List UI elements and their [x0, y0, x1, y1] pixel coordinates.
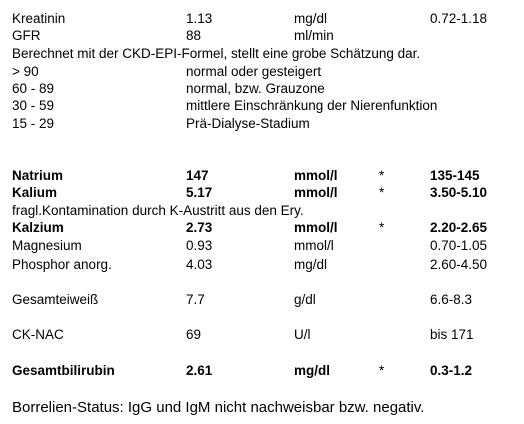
stage-range: 15 - 29 — [12, 116, 55, 131]
result-row-gesamteiweiss: Gesamteiweiß 7.7 g/dl 6.6-8.3 — [0, 291, 524, 309]
reference-range: 2.20-2.65 — [430, 220, 488, 235]
stage-text: mittlere Einschränkung der Nierenfunktio… — [186, 98, 438, 113]
abnormal-flag: * — [379, 168, 385, 183]
test-unit: U/l — [294, 327, 311, 342]
test-value: 1.13 — [186, 11, 213, 26]
gfr-stage-row: 30 - 59 mittlere Einschränkung der Niere… — [0, 97, 524, 115]
stage-text: normal, bzw. Grauzone — [186, 81, 325, 96]
test-name: Kalzium — [12, 220, 64, 235]
result-row-cknac: CK-NAC 69 U/l bis 171 — [0, 326, 524, 344]
test-name: Natrium — [12, 168, 64, 183]
reference-range: 2.60-4.50 — [430, 257, 488, 272]
gfr-note: Berechnet mit der CKD-EPI-Formel, stellt… — [12, 46, 421, 61]
abnormal-flag: * — [379, 185, 385, 200]
test-unit: mmol/l — [294, 220, 338, 235]
reference-range: 0.72-1.18 — [430, 11, 488, 26]
stage-range: 30 - 59 — [12, 98, 55, 113]
test-unit: mmol/l — [294, 238, 334, 253]
result-row-gfr: GFR 88 ml/min — [0, 27, 524, 45]
test-value: 69 — [186, 327, 202, 342]
reference-range: 0.70-1.05 — [430, 238, 488, 253]
reference-range: 0.3-1.2 — [430, 363, 473, 378]
borrelien-status: Borrelien-Status: IgG und IgM nicht nach… — [12, 399, 425, 416]
test-name: Gesamtbilirubin — [12, 363, 115, 378]
test-name: GFR — [12, 28, 41, 43]
result-row-gesamtbilirubin: Gesamtbilirubin 2.61 mg/dl * 0.3-1.2 — [0, 362, 524, 380]
reference-range: 6.6-8.3 — [430, 292, 473, 307]
gfr-stage-row: 60 - 89 normal, bzw. Grauzone — [0, 80, 524, 98]
result-row-kalium: Kalium 5.17 mmol/l * 3.50-5.10 — [0, 184, 524, 202]
test-name: Gesamteiweiß — [12, 292, 99, 307]
reference-range: bis 171 — [430, 327, 474, 342]
stage-text: normal oder gesteigert — [186, 64, 322, 79]
test-name: Kreatinin — [12, 11, 66, 26]
test-unit: ml/min — [294, 28, 334, 43]
gfr-stage-row: 15 - 29 Prä-Dialyse-Stadium — [0, 115, 524, 133]
result-row-phosphor: Phosphor anorg. 4.03 mg/dl 2.60-4.50 — [0, 256, 524, 274]
test-value: 5.17 — [186, 185, 213, 200]
gfr-stage-row: > 90 normal oder gesteigert — [0, 63, 524, 81]
test-name: CK-NAC — [12, 327, 64, 342]
result-row-kreatinin: Kreatinin 1.13 mg/dl 0.72-1.18 — [0, 10, 524, 28]
kalium-note: fragl.Kontamination durch K-Austritt aus… — [12, 203, 304, 218]
stage-text: Prä-Dialyse-Stadium — [186, 116, 310, 131]
stage-range: 60 - 89 — [12, 81, 55, 96]
test-unit: mg/dl — [294, 363, 330, 378]
test-value: 147 — [186, 168, 209, 183]
result-row-kalzium: Kalzium 2.73 mmol/l * 2.20-2.65 — [0, 219, 524, 237]
test-value: 88 — [186, 28, 202, 43]
test-unit: mg/dl — [294, 11, 328, 26]
reference-range: 135-145 — [430, 168, 480, 183]
test-unit: mmol/l — [294, 185, 338, 200]
stage-range: > 90 — [12, 64, 39, 79]
result-row-natrium: Natrium 147 mmol/l * 135-145 — [0, 167, 524, 185]
abnormal-flag: * — [379, 220, 385, 235]
test-value: 7.7 — [186, 292, 205, 307]
result-row-magnesium: Magnesium 0.93 mmol/l 0.70-1.05 — [0, 237, 524, 255]
test-name: Magnesium — [12, 238, 82, 253]
test-unit: mmol/l — [294, 168, 338, 183]
test-value: 2.73 — [186, 220, 213, 235]
test-value: 4.03 — [186, 257, 213, 272]
test-value: 2.61 — [186, 363, 213, 378]
test-name: Kalium — [12, 185, 58, 200]
test-value: 0.93 — [186, 238, 213, 253]
test-unit: mg/dl — [294, 257, 328, 272]
test-name: Phosphor anorg. — [12, 257, 112, 272]
test-unit: g/dl — [294, 292, 316, 307]
abnormal-flag: * — [379, 363, 385, 378]
reference-range: 3.50-5.10 — [430, 185, 488, 200]
